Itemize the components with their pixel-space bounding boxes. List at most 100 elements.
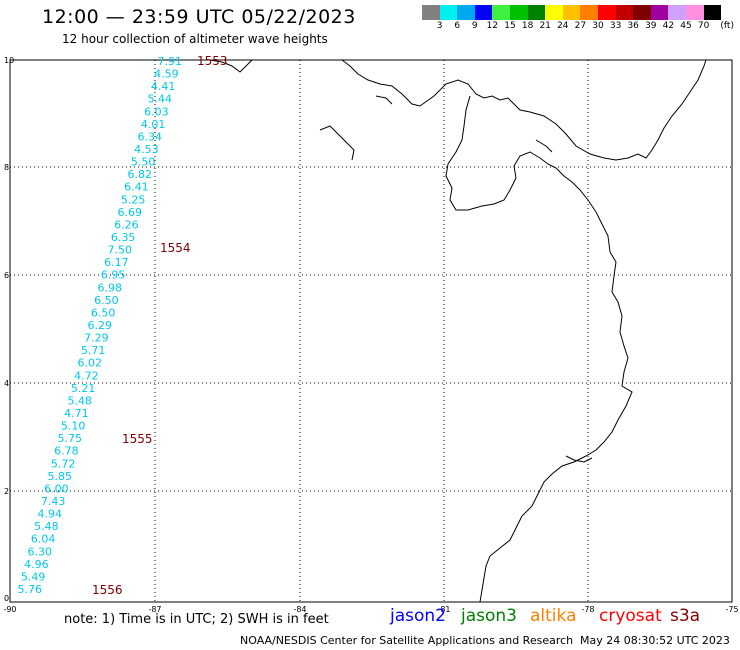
swh-reading: 7.50 <box>108 244 133 257</box>
axis-tick-labels: 0 2 4 6 8 10 -90 -87 -84 -81 -78 -75 <box>3 56 738 614</box>
swh-reading: 5.76 <box>18 583 43 596</box>
swh-reading: 5.71 <box>81 344 106 357</box>
x-tick-label: -78 <box>581 605 594 614</box>
swh-reading: 4.72 <box>74 369 99 382</box>
page-title: 12:00 — 23:59 UTC 05/22/2023 <box>42 6 356 28</box>
swh-reading: 6.50 <box>91 306 116 319</box>
color-scale-swatch <box>580 5 598 20</box>
color-scale-label: 33 <box>609 21 622 31</box>
swh-reading: 6.95 <box>101 269 126 282</box>
credit-line: NOAA/NESDIS Center for Satellite Applica… <box>240 634 574 647</box>
color-scale-label: 3 <box>436 21 443 31</box>
swh-reading: 6.69 <box>118 206 143 219</box>
coastline <box>209 59 707 603</box>
color-scale-label: 30 <box>592 21 604 31</box>
color-scale-swatch <box>633 5 651 20</box>
map-grid <box>10 60 732 602</box>
mission-jason2: jason2 <box>390 606 446 626</box>
color-scale-label: 27 <box>574 21 587 31</box>
color-scale-swatch <box>457 5 475 20</box>
mission-jason3: jason3 <box>461 606 517 626</box>
color-scale-label: 39 <box>645 21 657 31</box>
color-scale-swatch <box>650 5 669 20</box>
color-scale-swatch <box>474 5 493 20</box>
color-scale-swatch <box>492 5 510 20</box>
swh-reading: 6.30 <box>28 545 53 558</box>
color-scale-swatch <box>562 5 581 20</box>
swh-track: 7.914.594.415.446.034.016.344.535.506.82… <box>18 55 183 596</box>
color-scale-swatch <box>685 5 704 20</box>
swh-reading: 5.48 <box>68 394 93 407</box>
color-scale-swatch <box>527 5 546 20</box>
time-labels: 1553 1554 1555 1556 <box>92 54 228 597</box>
swh-reading: 6.04 <box>31 533 56 546</box>
page-subtitle: 12 hour collection of altimeter wave hei… <box>62 32 328 46</box>
swh-reading: 6.29 <box>88 319 113 332</box>
swh-reading: 6.34 <box>138 130 163 143</box>
color-scale-label: 9 <box>471 21 478 31</box>
color-scale-label: 15 <box>504 21 516 31</box>
swh-reading: 5.44 <box>148 93 173 106</box>
color-scale-label: 24 <box>557 21 569 31</box>
swh-reading: 5.75 <box>58 432 83 445</box>
mission-cryosat: cryosat <box>599 606 662 626</box>
color-scale-swatch <box>439 5 458 20</box>
color-scale-label: 45 <box>680 21 692 31</box>
color-scale-label: 36 <box>627 21 639 31</box>
color-scale-label: 18 <box>521 21 534 31</box>
time-label: 1555 <box>122 432 153 446</box>
swh-reading: 5.50 <box>131 156 156 169</box>
x-tick-label: -87 <box>148 605 161 614</box>
y-tick-label: 6 <box>4 271 9 280</box>
x-tick-label: -84 <box>293 605 306 614</box>
color-scale-label: 21 <box>539 21 551 31</box>
swh-reading: 5.85 <box>48 470 73 483</box>
y-tick-label: 10 <box>4 56 14 65</box>
swh-reading: 6.98 <box>98 281 123 294</box>
color-scale-label: 12 <box>486 21 499 31</box>
mission-altika: altika <box>530 606 577 626</box>
color-scale-label: 6 <box>454 21 461 31</box>
swh-reading: 6.35 <box>111 231 136 244</box>
mission-s3a: s3a <box>670 606 701 626</box>
swh-reading: 6.02 <box>78 357 103 370</box>
swh-reading: 6.00 <box>44 482 69 495</box>
swh-reading: 5.72 <box>51 457 76 470</box>
color-scale-labels: 3 6 9 12 15 18 21 24 27 30 33 36 39 42 45 70 (ft) <box>422 21 734 33</box>
color-scale-swatch <box>597 5 616 20</box>
swh-reading: 6.41 <box>124 181 149 194</box>
x-tick-label: -75 <box>725 605 738 614</box>
swh-reading: 5.10 <box>61 420 86 433</box>
swh-reading: 6.26 <box>114 218 139 231</box>
swh-reading: 7.29 <box>84 332 109 345</box>
swh-reading: 6.17 <box>104 256 129 269</box>
swh-reading: 5.49 <box>21 570 46 583</box>
color-scale-swatch <box>703 5 722 20</box>
time-label: 1556 <box>92 583 123 597</box>
x-tick-label: -90 <box>3 605 16 614</box>
map-frame <box>9 59 733 603</box>
color-scale-swatch <box>615 5 634 20</box>
swh-reading: 4.96 <box>24 558 49 571</box>
swh-reading: 7.91 <box>158 55 183 68</box>
color-scale-swatch <box>668 5 686 20</box>
swh-reading: 4.53 <box>134 143 159 156</box>
color-scale-bar <box>422 5 722 20</box>
swh-reading: 4.59 <box>154 68 179 81</box>
time-label: 1554 <box>160 241 191 255</box>
swh-reading: 6.78 <box>54 445 79 458</box>
y-tick-label: 4 <box>4 379 9 388</box>
swh-reading: 4.94 <box>38 508 63 521</box>
x-tick-label: -81 <box>437 605 450 614</box>
swh-reading: 6.50 <box>94 294 119 307</box>
y-tick-label: 0 <box>4 594 9 603</box>
swh-reading: 6.03 <box>144 105 169 118</box>
footer-note: note: 1) Time is in UTC; 2) SWH is in fe… <box>64 612 329 627</box>
time-label: 1553 <box>197 54 228 68</box>
swh-reading: 4.71 <box>64 407 89 420</box>
color-scale-swatch <box>545 5 563 20</box>
y-tick-label: 8 <box>4 163 9 172</box>
y-tick-label: 2 <box>4 487 9 496</box>
swh-reading: 5.21 <box>71 382 96 395</box>
